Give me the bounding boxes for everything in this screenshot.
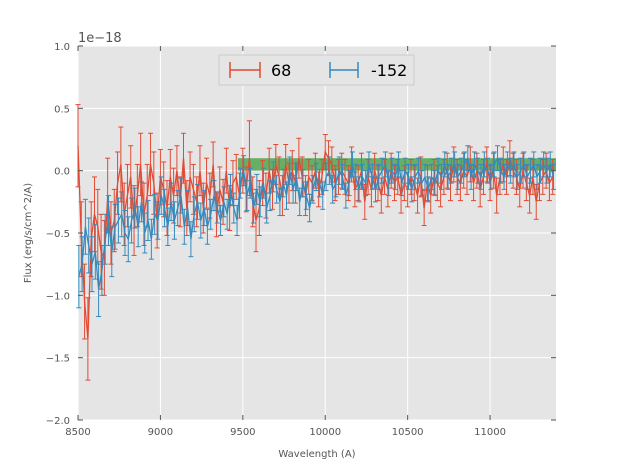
legend: 68 -152 <box>218 54 415 86</box>
y-tick-label: −2.0 <box>46 416 70 427</box>
legend-label-neg152: -152 <box>371 61 407 80</box>
y-tick-label: −0.5 <box>46 229 70 240</box>
legend-entry-68: 68 <box>229 61 291 80</box>
x-tick-label: 8500 <box>65 427 90 438</box>
x-tick-label: 11000 <box>474 427 506 438</box>
legend-label-68: 68 <box>271 61 291 80</box>
series-line-68 <box>77 145 554 340</box>
y-tick-label: −1.0 <box>46 291 70 302</box>
y-tick-label: 0.0 <box>54 167 70 178</box>
x-tick-label: 9500 <box>230 427 255 438</box>
legend-entry-neg152: -152 <box>329 61 407 80</box>
x-tick-label: 10500 <box>392 427 424 438</box>
y-tick-label: −1.5 <box>46 354 70 365</box>
y-tick-label: 1.0 <box>54 42 70 53</box>
series-neg152 <box>76 145 557 318</box>
y-offset-text: 1e−18 <box>78 31 122 46</box>
x-tick-label: 9000 <box>148 427 173 438</box>
series-line-neg152 <box>78 156 555 290</box>
x-tick-label: 10000 <box>309 427 341 438</box>
series-68 <box>75 104 556 381</box>
y-axis-label: Flux (erg/s/cm^2/A) <box>23 183 34 283</box>
y-tick-label: 0.5 <box>54 104 70 115</box>
x-axis-label: Wavelength (A) <box>278 449 355 460</box>
